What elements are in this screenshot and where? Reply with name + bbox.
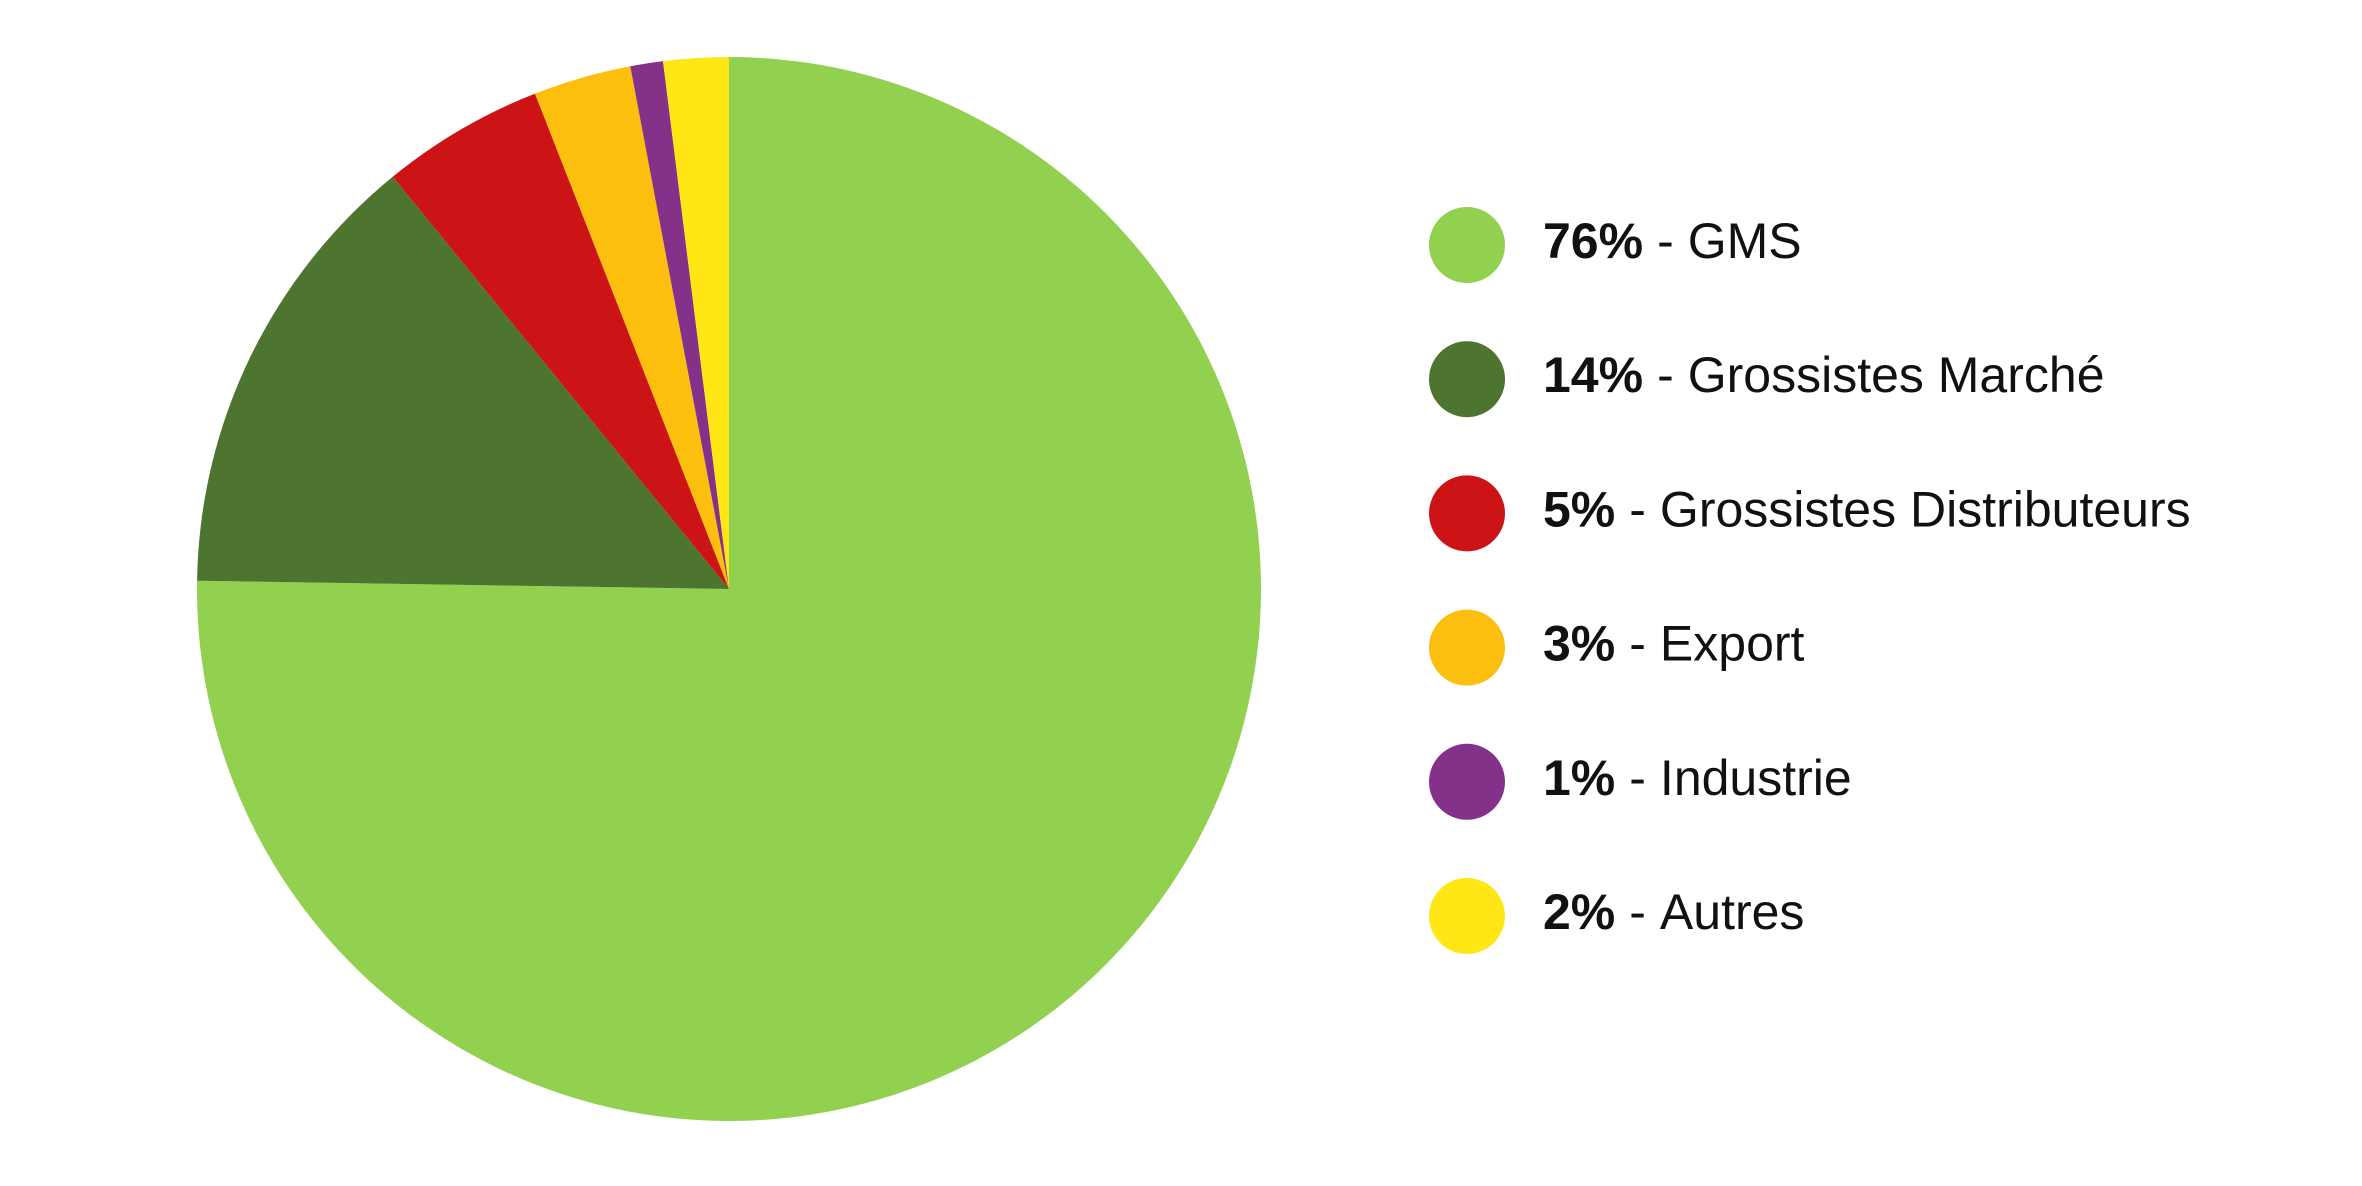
legend-separator: -: [1629, 884, 1646, 940]
legend-category: GMS: [1688, 213, 1802, 269]
pie-slice: [392, 93, 729, 590]
legend-label: 3% - Export: [1543, 616, 1805, 672]
legend-swatch: [1429, 475, 1505, 552]
legend-value: 3%: [1543, 616, 1615, 672]
legend-value: 76%: [1543, 213, 1643, 269]
legend-label: 14% - Grossistes Marché: [1543, 347, 2105, 403]
legend-category: Autres: [1660, 884, 1805, 940]
legend-category: Grossistes Marché: [1688, 347, 2105, 403]
legend-separator: -: [1629, 482, 1646, 538]
legend-swatch: [1429, 341, 1505, 418]
legend-value: 5%: [1543, 482, 1615, 538]
legend-separator: -: [1657, 213, 1674, 269]
legend-category: Grossistes Distributeurs: [1660, 482, 2191, 538]
legend-label: 76% - GMS: [1543, 213, 1802, 269]
legend-label: 2% - Autres: [1543, 884, 1804, 940]
legend-category: Industrie: [1660, 750, 1852, 806]
legend-swatch: [1429, 207, 1505, 283]
pie-slice: [197, 176, 729, 590]
pie-slice: [630, 61, 729, 589]
legend-separator: -: [1629, 616, 1646, 672]
legend-value: 2%: [1543, 884, 1615, 940]
pie-slice: [196, 57, 1261, 1121]
legend-separator: -: [1629, 750, 1646, 806]
legend-value: 14%: [1543, 347, 1643, 403]
legend-value: 1%: [1543, 750, 1615, 806]
pie-slice: [662, 57, 729, 589]
legend-label: 5% - Grossistes Distributeurs: [1543, 482, 2191, 538]
legend-category: Export: [1660, 616, 1805, 672]
legend-swatch: [1429, 609, 1505, 686]
legend-separator: -: [1657, 347, 1674, 403]
legend-swatch: [1429, 878, 1505, 954]
legend-swatch: [1429, 743, 1505, 820]
legend-label: 1% - Industrie: [1543, 750, 1852, 806]
pie-slice: [535, 66, 729, 590]
